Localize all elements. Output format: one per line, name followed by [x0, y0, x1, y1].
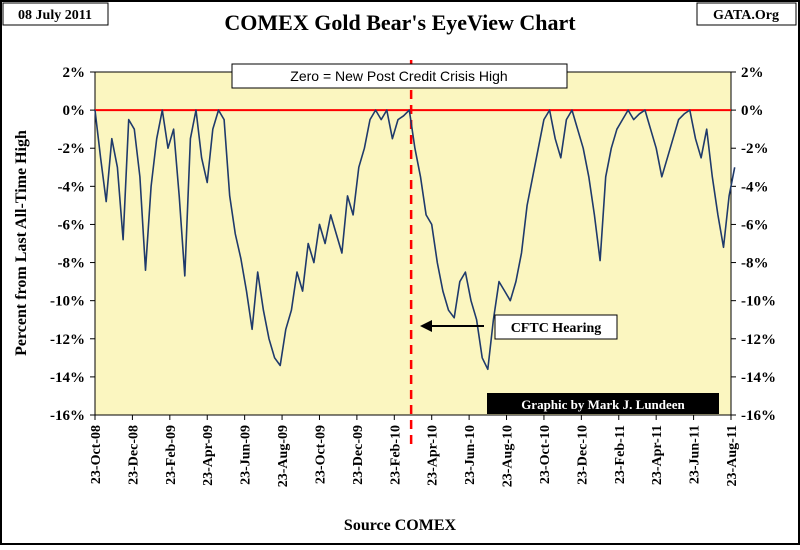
- y-tick-label-right: -2%: [741, 141, 769, 157]
- x-tick-label: 23-Oct-09: [313, 425, 328, 484]
- date-box: [2, 2, 109, 26]
- y-tick-label-left: -16%: [50, 408, 85, 424]
- y-tick-label-left: 2%: [63, 65, 86, 81]
- y-tick-label-right: -12%: [741, 332, 776, 348]
- chart-subtitle: Zero = New Post Credit Crisis High: [290, 68, 507, 84]
- y-tick-label-right: -14%: [741, 370, 776, 386]
- y-tick-label-left: -10%: [50, 294, 85, 310]
- annotation-label: CFTC Hearing: [511, 321, 602, 336]
- subtitle-box: [231, 63, 568, 89]
- y-tick-label-right: -16%: [741, 408, 776, 424]
- y-tick-label-right: 0%: [741, 103, 764, 119]
- y-tick-label-right: 2%: [741, 65, 764, 81]
- x-tick-label: 23-Aug-10: [501, 425, 516, 487]
- x-tick-label: 23-Dec-09: [351, 425, 366, 485]
- credit-label: Graphic by Mark J. Lundeen: [521, 397, 685, 412]
- y-tick-label-right: -6%: [741, 217, 769, 233]
- y-tick-label-left: -4%: [58, 179, 86, 195]
- source-badge-box: [696, 2, 797, 26]
- arrow-head-icon: [420, 320, 432, 332]
- x-tick-label: 23-Feb-11: [613, 425, 628, 484]
- x-axis-title: Source COMEX: [344, 517, 457, 534]
- annotation-box: [494, 314, 618, 340]
- x-tick-label: 23-Feb-10: [388, 425, 403, 485]
- x-tick-label: 23-Apr-09: [201, 425, 216, 486]
- credit-box: [487, 393, 719, 414]
- x-tick-label: 23-Dec-08: [126, 425, 141, 485]
- y-tick-label-right: -10%: [741, 294, 776, 310]
- x-axis: 23-Oct-08 23-Dec-08 23-Feb-09 23-Apr-09 23-J…: [89, 415, 740, 487]
- y-tick-label-left: -2%: [58, 141, 86, 157]
- x-tick-label: 23-Apr-11: [650, 425, 665, 485]
- y-tick-label-left: -12%: [50, 332, 85, 348]
- y-axis-left: 2% 0% -2% -4% -6% -8% -10% -12% -14% -16%: [50, 65, 95, 424]
- x-tick-label: 23-Jun-09: [239, 425, 254, 485]
- y-tick-label-left: -14%: [50, 370, 85, 386]
- plot-area: [94, 71, 732, 416]
- x-tick-label: 23-Feb-09: [164, 425, 179, 485]
- series-line: [94, 109, 736, 371]
- x-tick-label: 23-Aug-09: [276, 425, 291, 487]
- y-axis-right: 2% 0% -2% -4% -6% -8% -10% -12% -14% -16%: [731, 65, 776, 424]
- y-tick-label-right: -4%: [741, 179, 769, 195]
- x-tick-label: 23-Oct-08: [89, 425, 104, 484]
- y-axis-title: Percent from Last All-Time High: [13, 130, 30, 356]
- y-tick-label-left: -8%: [58, 256, 86, 272]
- date-label: 08 July 2011: [18, 8, 92, 23]
- y-tick-label-right: -8%: [741, 256, 769, 272]
- y-tick-label-left: 0%: [63, 103, 86, 119]
- x-tick-label: 23-Apr-10: [426, 425, 441, 486]
- x-tick-label: 23-Jun-10: [463, 425, 478, 485]
- source-badge: GATA.Org: [713, 8, 779, 23]
- x-tick-label: 23-Dec-10: [575, 425, 590, 485]
- y-tick-label-left: -6%: [58, 217, 86, 233]
- chart-title: COMEX Gold Bear's EyeView Chart: [224, 10, 576, 35]
- x-tick-label: 23-Jun-11: [688, 425, 703, 484]
- x-tick-label: 23-Oct-10: [538, 425, 553, 484]
- x-tick-label: 23-Aug-11: [725, 425, 740, 486]
